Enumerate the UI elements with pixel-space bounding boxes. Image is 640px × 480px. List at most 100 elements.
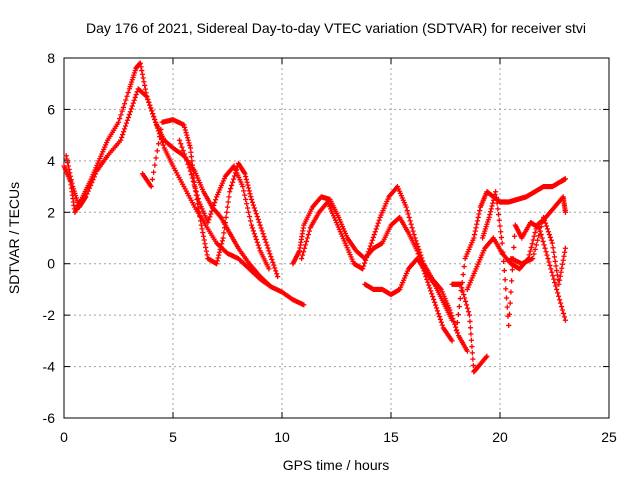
data-point bbox=[129, 103, 135, 109]
data-point bbox=[360, 266, 366, 272]
data-point bbox=[361, 263, 367, 269]
data-point bbox=[464, 348, 470, 354]
data-point bbox=[553, 283, 559, 289]
data-point bbox=[187, 142, 193, 149]
data-point bbox=[468, 331, 474, 337]
data-point bbox=[375, 220, 381, 226]
data-point bbox=[556, 297, 563, 303]
data-point bbox=[302, 242, 309, 248]
data-point bbox=[255, 216, 261, 223]
data-point bbox=[248, 193, 254, 200]
data-point bbox=[199, 226, 205, 232]
data-point bbox=[266, 248, 272, 254]
data-point bbox=[530, 255, 536, 262]
data-point bbox=[224, 209, 230, 215]
data-point bbox=[428, 288, 434, 294]
data-point bbox=[265, 245, 271, 251]
data-point bbox=[92, 171, 99, 177]
data-point bbox=[88, 182, 94, 189]
data-point bbox=[477, 207, 483, 214]
x-tick-label: 5 bbox=[169, 429, 177, 445]
data-point bbox=[133, 91, 139, 98]
data-point bbox=[541, 217, 548, 223]
data-point bbox=[185, 137, 191, 143]
data-point bbox=[148, 183, 154, 190]
data-point bbox=[495, 206, 501, 212]
data-point bbox=[141, 79, 147, 85]
series-track-3 bbox=[139, 117, 281, 280]
data-point bbox=[195, 205, 202, 211]
data-point bbox=[369, 237, 375, 243]
data-point bbox=[91, 174, 97, 180]
data-point bbox=[209, 208, 215, 214]
data-point bbox=[224, 204, 231, 210]
data-point bbox=[204, 252, 210, 258]
data-point bbox=[299, 255, 305, 262]
data-point bbox=[214, 258, 220, 264]
data-point bbox=[226, 194, 232, 200]
data-point bbox=[138, 64, 144, 70]
data-point bbox=[438, 319, 444, 325]
data-marks bbox=[61, 60, 568, 375]
data-point bbox=[122, 123, 129, 129]
data-point bbox=[268, 253, 274, 260]
data-point bbox=[231, 173, 238, 179]
data-point bbox=[241, 188, 247, 194]
data-point bbox=[67, 173, 74, 179]
data-point bbox=[560, 257, 566, 263]
data-point bbox=[501, 267, 507, 274]
series-track-11 bbox=[479, 189, 568, 329]
data-point bbox=[415, 243, 421, 250]
data-point bbox=[250, 202, 257, 208]
data-point bbox=[453, 324, 459, 330]
data-point bbox=[533, 242, 539, 248]
data-point bbox=[473, 225, 479, 231]
data-point bbox=[410, 228, 416, 234]
data-point bbox=[303, 238, 310, 245]
data-point bbox=[457, 295, 463, 302]
data-point bbox=[551, 276, 557, 282]
data-point bbox=[86, 185, 93, 191]
data-point bbox=[370, 234, 376, 241]
data-point bbox=[132, 94, 138, 101]
data-point bbox=[469, 343, 475, 350]
data-point bbox=[243, 176, 249, 183]
data-point bbox=[490, 200, 496, 206]
data-point bbox=[418, 252, 424, 258]
data-point bbox=[434, 308, 441, 314]
data-point bbox=[459, 279, 465, 286]
data-point bbox=[210, 205, 216, 211]
data-point bbox=[562, 249, 568, 255]
data-point bbox=[499, 240, 505, 246]
data-point bbox=[207, 214, 213, 220]
data-point bbox=[532, 246, 538, 253]
data-point bbox=[266, 266, 272, 272]
data-point bbox=[475, 214, 481, 221]
data-point bbox=[553, 263, 559, 269]
data-point bbox=[471, 235, 477, 241]
data-point bbox=[561, 253, 567, 259]
data-point bbox=[559, 307, 566, 313]
data-point bbox=[545, 255, 551, 262]
ticks: 0 5 10 15 20 25 -6 -4 -2 0 2 4 6 8 bbox=[43, 50, 617, 445]
data-point bbox=[474, 221, 480, 227]
data-point bbox=[119, 134, 125, 141]
data-point bbox=[550, 273, 556, 279]
data-point bbox=[559, 261, 566, 267]
data-point bbox=[216, 249, 223, 255]
data-point bbox=[558, 269, 564, 275]
data-point bbox=[408, 221, 414, 227]
data-point bbox=[198, 222, 204, 228]
data-point bbox=[529, 241, 535, 247]
data-point bbox=[214, 261, 220, 267]
y-tick-label: 2 bbox=[47, 204, 55, 220]
data-point bbox=[244, 201, 250, 207]
data-point bbox=[146, 99, 152, 105]
data-point bbox=[246, 213, 253, 220]
data-point bbox=[470, 362, 476, 369]
data-point bbox=[121, 126, 128, 132]
series-track-6 bbox=[299, 183, 470, 354]
data-point bbox=[433, 305, 440, 311]
data-point bbox=[245, 182, 251, 188]
data-point bbox=[545, 229, 552, 235]
